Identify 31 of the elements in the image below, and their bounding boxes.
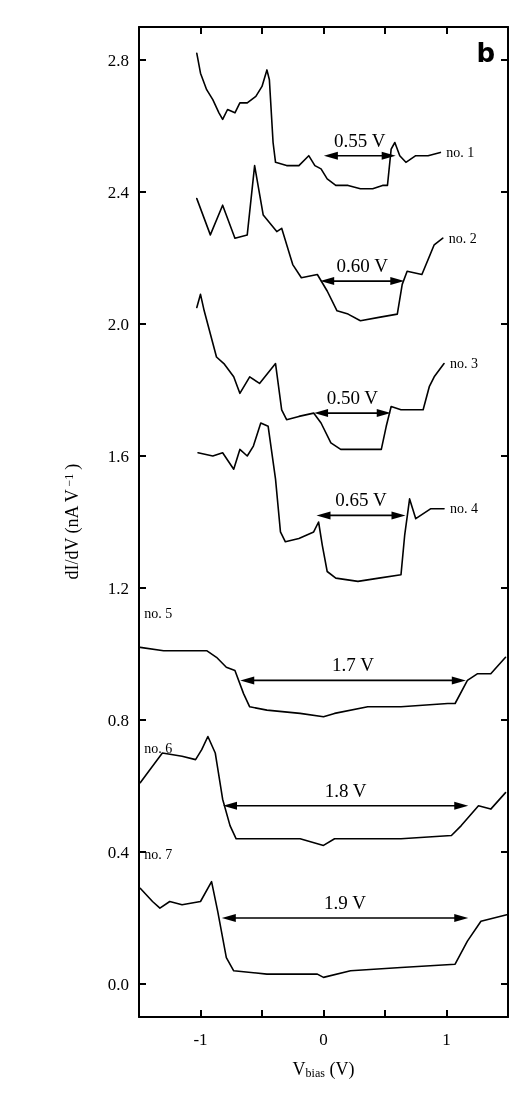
y-tick-label: 0.4 [107, 842, 130, 862]
y-tick-label: 0.8 [107, 710, 129, 730]
annotation: 1.7 V [332, 654, 375, 676]
annotation: 1.9 V [324, 892, 367, 913]
x-tick-label: 0 [319, 1030, 328, 1049]
series-label: no. 2 [448, 230, 477, 246]
series-label: no. 5 [144, 605, 173, 621]
y-tick-label: 2.0 [107, 314, 129, 334]
y-axis-title: dI/dV (nA V−1) [62, 463, 83, 580]
legend-label: no. 7 [144, 846, 173, 862]
line-series [196, 164, 444, 322]
annotation: 0.65 V [335, 489, 387, 511]
x-tick-label: -1 [193, 1030, 208, 1049]
y-tick-label: 2.4 [107, 182, 130, 202]
line-series [196, 293, 445, 451]
line-series [196, 52, 442, 190]
y-tick-label: 2.8 [107, 50, 129, 70]
series-label: no. 3 [450, 356, 479, 372]
line-series [197, 422, 445, 583]
x-tick-label: 1 [442, 1030, 451, 1049]
series-label: no. 6 [144, 741, 173, 757]
y-tick-label: 0.0 [107, 974, 129, 994]
annotation: 0.50 V [326, 387, 379, 409]
y-tick-label: 1.6 [107, 446, 129, 466]
annotation: b [476, 38, 496, 68]
series-label: no. 1 [446, 144, 475, 160]
series-label: no. 4 [450, 501, 479, 517]
annotation: 0.60 V [336, 255, 389, 277]
annotation: 0.55 V [334, 129, 386, 151]
y-tick-label: 1.2 [107, 578, 129, 598]
annotation: 1.8 V [324, 779, 367, 801]
